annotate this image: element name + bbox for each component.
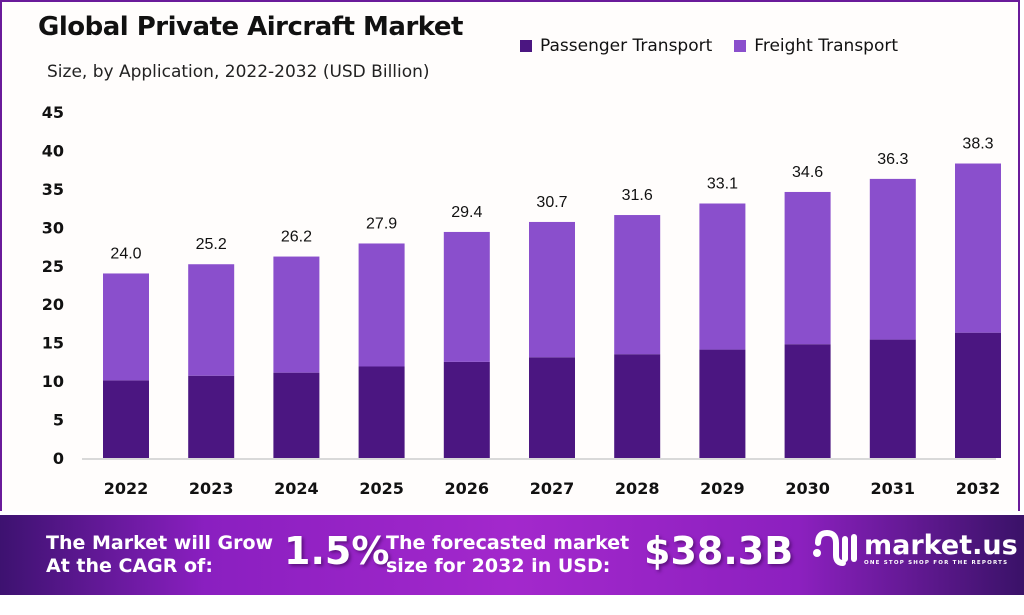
total-data-label: 24.0 [110,245,141,262]
cagr-text-line2: At the CAGR of: [46,555,213,577]
forecast-text-line2: size for 2032 in USD: [386,555,611,577]
legend-item-freight: Freight Transport [734,36,898,56]
bar-passenger-transport [358,366,405,458]
total-data-label: 27.9 [366,215,397,232]
bar-passenger-transport [955,332,1001,458]
legend: Passenger Transport Freight Transport [520,36,920,56]
bar-freight-transport [784,191,831,345]
x-tick-label: 2025 [359,479,404,498]
chart-subtitle: Size, by Application, 2022-2032 (USD Bil… [47,62,430,82]
x-tick-label: 2029 [700,479,745,498]
legend-label-passenger: Passenger Transport [540,36,713,56]
x-tick-label: 2032 [956,479,1001,498]
total-data-label: 25.2 [196,236,227,253]
forecast-value: $38.3B [644,529,794,573]
total-data-label: 34.6 [792,164,823,181]
cagr-text: The Market will Grow At the CAGR of: [46,532,273,578]
x-tick-label: 2023 [189,479,234,498]
bar-freight-transport [443,231,490,362]
total-data-label: 36.3 [877,151,908,168]
legend-label-freight: Freight Transport [754,36,899,56]
brand-logo: market.us ONE STOP SHOP FOR THE REPORTS [812,529,1018,569]
total-data-label: 29.4 [451,204,482,221]
x-tick-label: 2026 [445,479,490,498]
bar-passenger-transport [614,354,661,458]
y-tick-label: 35 [42,180,64,199]
bar-chart: 05101520253035404524.0202225.2202326.220… [42,103,1001,498]
bar-passenger-transport [784,344,831,458]
x-tick-label: 2027 [530,479,575,498]
bar-passenger-transport [103,380,149,458]
bar-freight-transport [188,264,235,376]
x-tick-label: 2030 [785,479,830,498]
y-tick-label: 15 [42,334,64,353]
bar-passenger-transport [273,372,320,458]
bar-freight-transport [103,273,149,381]
y-tick-label: 20 [42,295,64,314]
summary-banner: The Market will Grow At the CAGR of: 1.5… [0,515,1024,595]
x-tick-label: 2031 [871,479,916,498]
chart-title: Global Private Aircraft Market [38,12,463,42]
bar-freight-transport [955,163,1001,333]
bar-freight-transport [529,221,575,358]
forecast-text-line1: The forecasted market [386,532,630,554]
forecast-text: The forecasted market size for 2032 in U… [386,532,629,578]
y-tick-label: 5 [53,411,64,430]
total-data-label: 38.3 [962,136,993,153]
bar-freight-transport [273,256,320,373]
bar-passenger-transport [443,361,490,458]
bar-passenger-transport [699,349,746,458]
legend-item-passenger: Passenger Transport [520,36,712,56]
total-data-label: 26.2 [281,229,312,246]
cagr-value: 1.5% [284,529,390,573]
bar-freight-transport [869,178,916,340]
y-tick-label: 25 [42,257,64,276]
market-us-logo-icon [813,529,857,566]
brand-tagline: ONE STOP SHOP FOR THE REPORTS [864,560,1009,566]
y-tick-label: 0 [53,449,64,468]
legend-swatch-freight [734,40,747,52]
bar-passenger-transport [869,339,916,458]
y-tick-label: 40 [42,141,64,160]
y-tick-label: 45 [42,103,64,122]
x-tick-label: 2022 [104,479,149,498]
bar-freight-transport [614,215,661,355]
bar-passenger-transport [188,375,235,458]
total-data-label: 30.7 [536,194,567,211]
bar-freight-transport [358,243,405,367]
chart-frame [0,0,1020,511]
y-tick-label: 30 [42,218,64,237]
x-tick-label: 2024 [274,479,319,498]
total-data-label: 31.6 [622,187,653,204]
cagr-text-line1: The Market will Grow [46,532,274,554]
total-data-label: 33.1 [707,175,738,192]
bar-passenger-transport [529,357,575,458]
bar-freight-transport [699,203,746,350]
y-tick-label: 10 [42,372,64,391]
x-tick-label: 2028 [615,479,660,498]
legend-swatch-passenger [520,40,532,52]
brand-name: market.us [864,530,1018,561]
